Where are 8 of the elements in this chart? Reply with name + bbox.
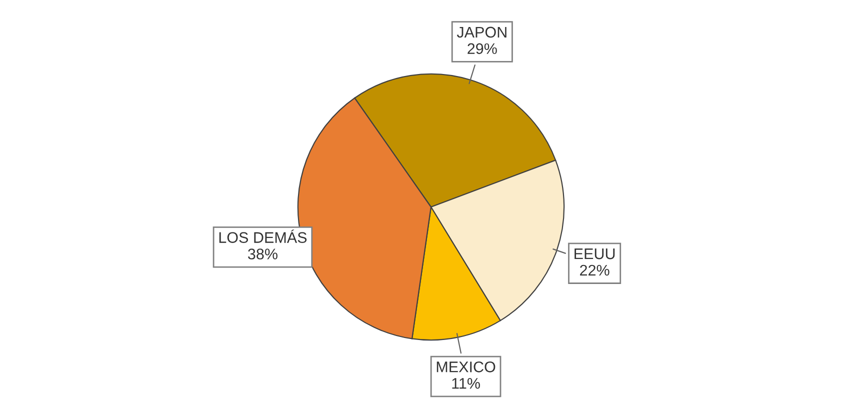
slice-label: LOS DEMÁS [219, 230, 307, 243]
slice-label: MEXICO [436, 362, 496, 372]
slice-label: EEUU [574, 248, 615, 260]
data-label: 11% [452, 378, 480, 389]
data-label: 22% [580, 264, 610, 276]
slice-label: JAPON [456, 26, 506, 38]
data-label: 38% [248, 248, 278, 260]
data-label: 29% [468, 43, 497, 54]
